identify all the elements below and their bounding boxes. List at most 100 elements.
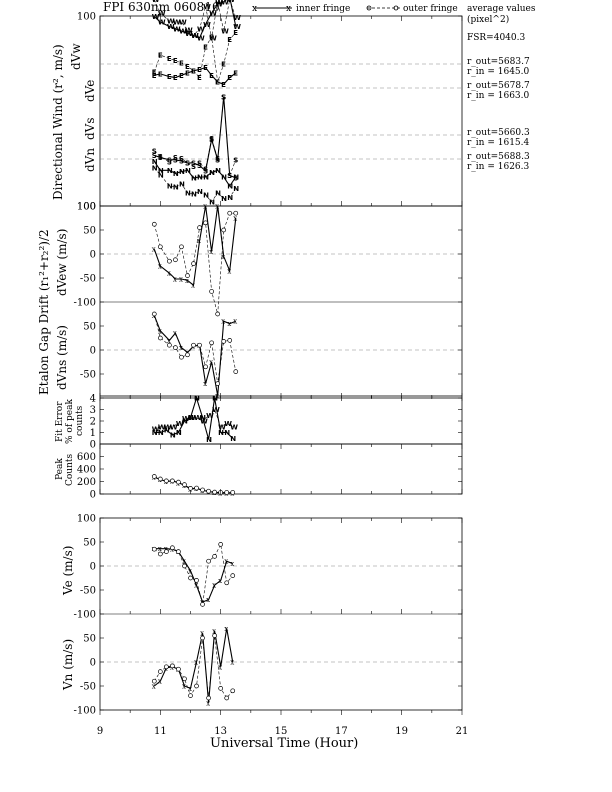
dw-mark-inner-dVn-8: N <box>203 174 209 182</box>
peak-label-2: Counts <box>65 453 75 486</box>
x-tick-label-9: 9 <box>97 726 103 737</box>
dvew-point-outer-7 <box>197 225 202 230</box>
vn-point-inner-10: x <box>212 627 216 635</box>
fit-mark-outer-3: W <box>170 423 178 431</box>
dw-mark-inner-dVs-3: S <box>173 156 178 164</box>
fit-mark-outer-5: W <box>182 415 190 423</box>
dw-mark-outer-dVw-3: W <box>173 19 181 27</box>
ve-point-outer-7 <box>194 578 199 583</box>
dw-mark-outer-dVs-10: S <box>215 155 220 163</box>
dw-mark-outer-dVe-7: E <box>197 74 202 82</box>
ve-point-inner-2: x <box>164 545 168 553</box>
dvns-ytick-m50: -50 <box>80 370 96 381</box>
dw-mark-outer-dVw-1: W <box>158 10 166 18</box>
peak-point-outer-3 <box>170 478 175 484</box>
dw-mark-outer-dVw-13: W <box>233 14 241 22</box>
dvew-point-inner-9: x <box>209 248 213 256</box>
fit-mark-outer-10: W <box>212 406 220 414</box>
dw-mark-outer-dVe-13: E <box>233 29 238 37</box>
peak-point-outer-1 <box>157 476 163 482</box>
ve-point-outer-9 <box>206 558 211 564</box>
dw-mark-outer-dVw-5: W <box>185 27 193 35</box>
peak-label-1: Peak <box>55 458 65 480</box>
dvew-ytick-50: 50 <box>83 226 96 237</box>
dvew-point-inner-7: x <box>197 237 201 245</box>
x-axis-label: Universal Time (Hour) <box>210 736 358 751</box>
ve-point-inner-7: x <box>194 582 198 590</box>
legend-inner-label: inner fringe <box>296 4 350 14</box>
ve-point-outer-5 <box>182 563 187 569</box>
peak-point-outer-7 <box>194 485 199 491</box>
vn-point-inner-0: x <box>152 683 156 691</box>
dw-mark-outer-dVe-8: E <box>203 43 208 51</box>
vn-point-inner-6: x <box>188 685 192 693</box>
dw-line-outer-dVs <box>154 96 237 176</box>
peak-ytick-200: 200 <box>77 477 96 488</box>
dw-mark-outer-dVe-1: E <box>158 52 163 60</box>
dw-mark-outer-dVs-12: S <box>227 172 232 180</box>
dw-mark-inner-dVn-3: N <box>173 170 179 178</box>
peak-ytick-600: 600 <box>77 452 96 463</box>
dw-mark-outer-dVs-8: S <box>203 165 208 173</box>
dw-mark-outer-dVn-4: N <box>179 180 185 188</box>
fit-label-1: Fit Error <box>55 401 65 442</box>
dw-mark-inner-dVs-4: S <box>179 158 184 166</box>
plot-layer: WWWWWWWWWWWWWWWWWWWWWWWWWWWWEEEEEEEEEEEE… <box>100 0 462 707</box>
peak-line-outer <box>154 476 233 493</box>
fit-mark-outer-9: W <box>206 412 214 420</box>
r-out-e: r_out=5678.7 <box>467 81 530 91</box>
vn-point-outer-6 <box>188 693 193 698</box>
fit-mark-outer-7: W <box>194 414 202 422</box>
vn-point-inner-9: x <box>206 699 210 707</box>
dvew-point-inner-5: x <box>185 277 189 285</box>
dw-mark-inner-dVn-7: N <box>197 174 203 182</box>
fit-mark-inner-12: N <box>224 429 230 437</box>
vn-label: Vn (m/s) <box>61 639 75 691</box>
fit-mark-inner-8: N <box>200 414 206 422</box>
dw-mark-outer-dVw-9: W <box>209 34 217 42</box>
ve-point-outer-3 <box>170 545 175 551</box>
ve-point-outer-13 <box>230 573 236 578</box>
dw-mark-inner-dVs-9: S <box>209 136 214 144</box>
peak-ytick-0: 0 <box>90 490 96 501</box>
vn-point-outer-1 <box>157 669 163 674</box>
dw-mark-outer-dVw-12: W <box>227 0 235 4</box>
dw-mark-outer-dVn-11: N <box>221 195 227 203</box>
dvew-point-outer-9 <box>209 289 214 294</box>
dvns-point-outer-6 <box>191 342 196 348</box>
dw-mark-inner-dVn-2: N <box>167 167 173 175</box>
ve-point-outer-8 <box>200 602 205 607</box>
dvns-point-inner-2: x <box>167 337 171 345</box>
dvew-point-inner-3: x <box>173 275 177 283</box>
dw-mark-outer-dVn-8: N <box>203 192 209 200</box>
vn-point-inner-7: x <box>194 659 198 667</box>
legend: x x inner fringe outer fringe <box>252 4 458 14</box>
x-tick-label-15: 15 <box>275 726 288 737</box>
vn-point-outer-12 <box>224 695 230 701</box>
dvns-ytick-50: 50 <box>83 322 96 333</box>
dw-line-inner-dVw <box>153 0 237 39</box>
dw-mark-outer-dVn-1: N <box>158 171 164 179</box>
dw-mark-inner-dVs-1: S <box>158 154 163 162</box>
dvns-point-outer-9 <box>209 340 214 346</box>
dw-dvn-label: dVn <box>83 148 97 172</box>
dw-mark-outer-dVs-1: S <box>158 153 163 161</box>
dvew-point-outer-6 <box>191 261 196 266</box>
dw-mark-outer-dVe-6: E <box>191 67 196 75</box>
dw-mark-inner-dVe-9: E <box>209 72 214 80</box>
dw-mark-inner-dVe-1: E <box>158 70 163 78</box>
dw-mark-outer-dVn-2: N <box>167 183 173 191</box>
peak-point-outer-6 <box>188 486 193 491</box>
dvns-point-outer-0 <box>151 311 157 317</box>
ve-point-outer-11 <box>218 542 224 547</box>
dw-mark-inner-dVe-8: E <box>203 64 208 72</box>
vn-point-outer-10 <box>212 633 217 638</box>
fit-mark-outer-8: W <box>200 418 208 426</box>
ve-label: Ve (m/s) <box>61 546 75 596</box>
dw-mark-inner-dVs-12: S <box>227 172 232 180</box>
dw-mark-inner-dVs-13: S <box>233 174 238 182</box>
dvns-point-outer-1 <box>157 335 163 341</box>
dvew-point-inner-11: x <box>221 253 225 261</box>
vn-ytick-50: 50 <box>83 634 96 645</box>
